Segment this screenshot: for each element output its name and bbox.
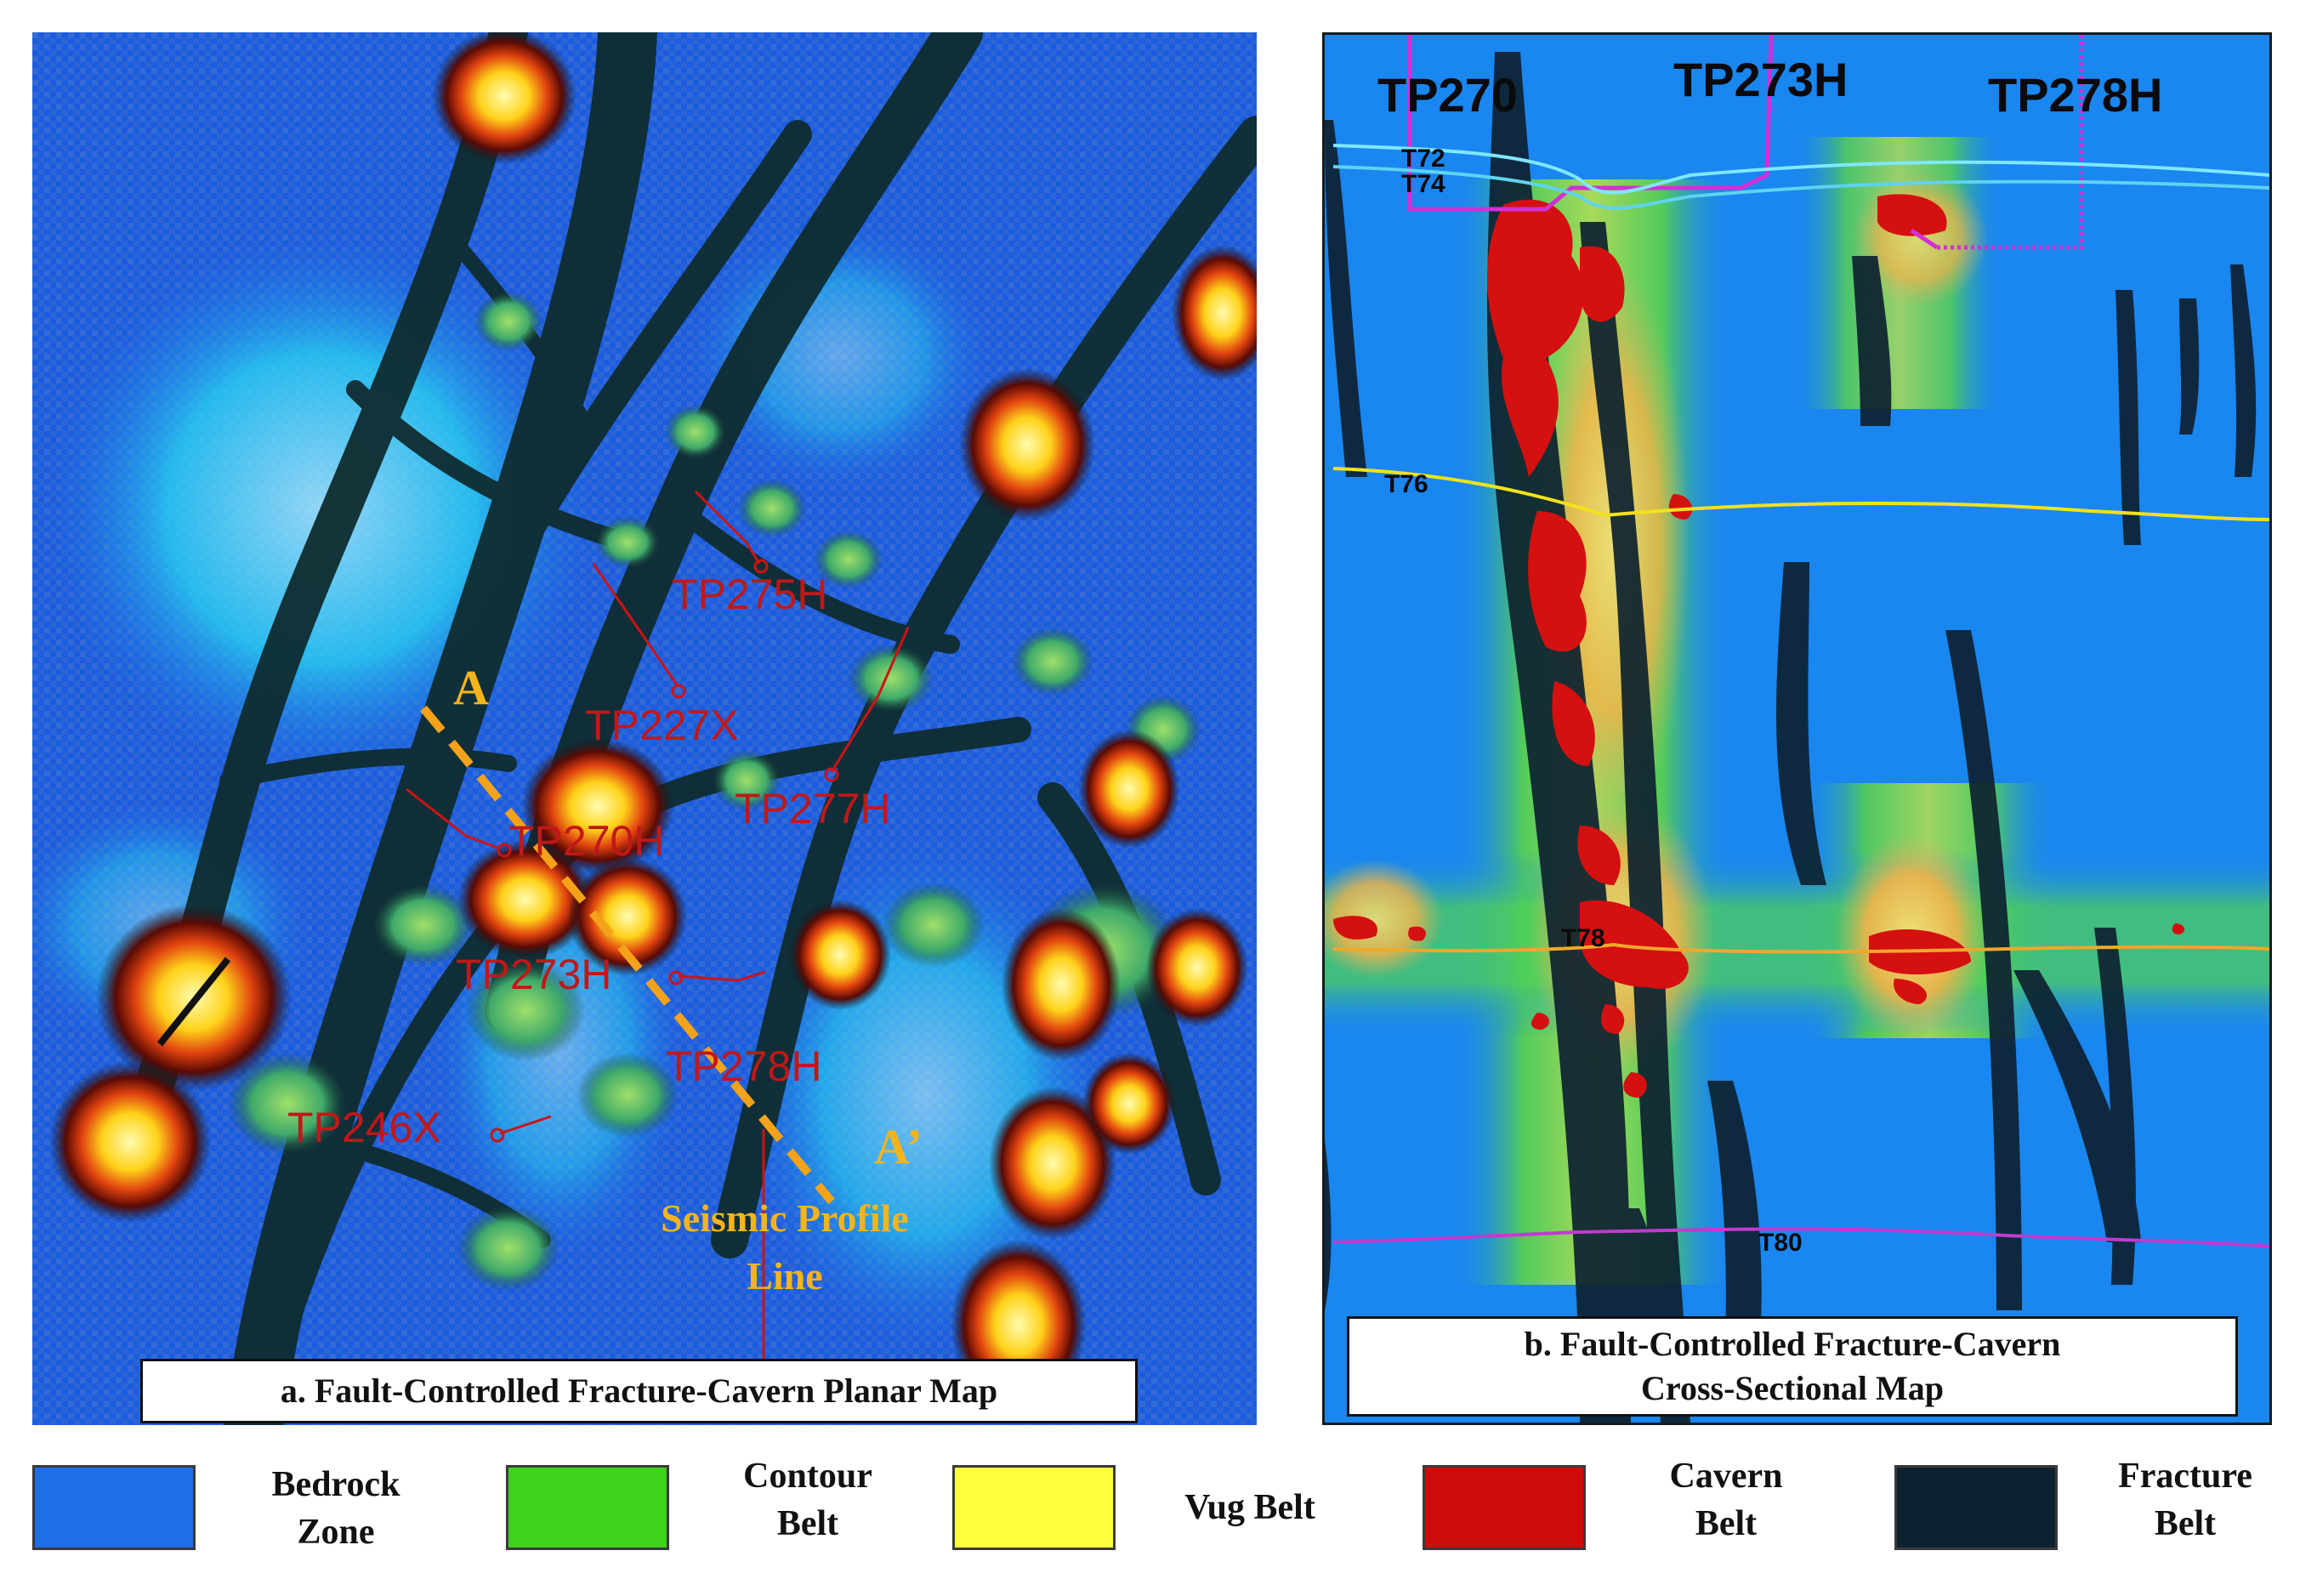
profile-end-label: A’ [874,1119,923,1174]
legend-swatch-fracture [1894,1465,2058,1550]
cross-section-caption-line1: b. Fault-Controlled Fracture-Cavern [1524,1325,2061,1363]
legend-label-bedrock: Bedrock Zone [271,1465,400,1552]
legend-label-cavern: Cavern Belt [1669,1457,1783,1543]
well-label-tp227x: TP227X [585,701,739,749]
section-well-tp270: TP270 [1377,68,1518,122]
horizon-label-t72: T72 [1401,145,1445,173]
well-label-tp246x: TP246X [287,1104,441,1151]
cross-section-caption: b. Fault-Controlled Fracture-Cavern Cros… [1347,1316,2238,1417]
legend-swatch-cavern [1423,1465,1586,1550]
horizon-label-t76: T76 [1384,470,1428,498]
well-label-tp278h: TP278H [666,1042,821,1090]
well-label-tp270h: TP270H [508,817,664,865]
cross-section-panel: TP270 TP273H TP278H T72 T74 T76 T78 T80 [1322,32,2272,1425]
horizon-label-t80: T80 [1758,1229,1803,1257]
horizon-label-t78: T78 [1561,924,1605,952]
well-label-tp275h: TP275H [672,571,827,618]
section-well-tp278h: TP278H [1988,68,2162,122]
legend-label-fracture: Fracture Belt [2118,1457,2252,1543]
legend-label-contour: Contour Belt [743,1457,872,1543]
section-well-tp273h: TP273H [1673,53,1848,106]
well-label-tp273h: TP273H [456,951,611,998]
planar-map-image: TP275H TP227X TP277H TP270H TP273H TP278… [32,32,1257,1425]
legend-swatch-contour [506,1465,669,1550]
well-tracks [406,490,910,1359]
well-label-tp277h: TP277H [735,785,890,832]
profile-start-label: A [453,660,489,715]
horizon-label-t74: T74 [1401,170,1445,198]
planar-map-panel: TP275H TP227X TP277H TP270H TP273H TP278… [32,32,1257,1425]
profile-label-line2: Line [747,1254,822,1298]
cross-section-caption-line2: Cross-Sectional Map [1641,1369,1944,1407]
legend-swatch-bedrock [32,1465,196,1550]
profile-label-line1: Seismic Profile [661,1196,909,1240]
seismic-profile-line [420,705,835,1205]
legend-label-vug: Vug Belt [1184,1488,1315,1527]
planar-map-caption: a. Fault-Controlled Fracture-Cavern Plan… [140,1359,1138,1423]
legend-swatch-vug [952,1465,1116,1550]
cross-section-image: TP270 TP273H TP278H T72 T74 T76 T78 T80 [1325,35,2269,1423]
